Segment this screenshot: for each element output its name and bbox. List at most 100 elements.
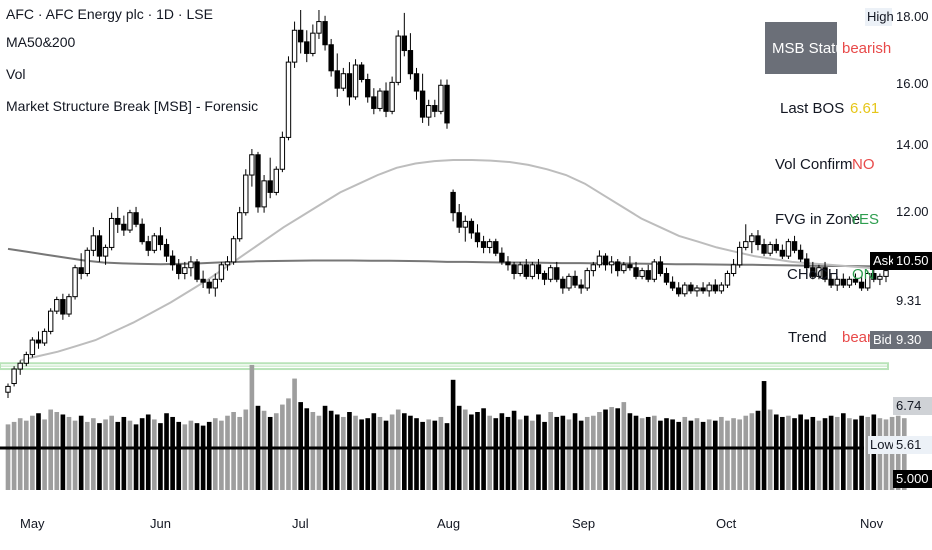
candle-body xyxy=(450,191,456,214)
candle-body xyxy=(371,96,377,109)
volume-bar xyxy=(664,418,669,490)
volume-bar xyxy=(414,418,419,490)
candle-body xyxy=(121,223,127,231)
indicator-vol-label[interactable]: Vol xyxy=(6,66,26,82)
volume-bar xyxy=(23,420,29,490)
msb-status-header xyxy=(765,22,837,74)
volume-bar xyxy=(780,416,785,490)
candle-body xyxy=(694,287,700,292)
x-tick-nov: Nov xyxy=(860,516,884,531)
candle-body xyxy=(145,241,151,251)
volume-bar xyxy=(97,423,102,490)
volume-bar xyxy=(219,420,224,490)
volume-bar xyxy=(469,414,474,490)
volume-bar xyxy=(347,412,352,490)
volume-bar xyxy=(828,415,834,490)
bid-tag: Bid xyxy=(870,331,895,349)
candle-body xyxy=(383,90,389,112)
candle-body xyxy=(816,267,822,277)
candle-body xyxy=(797,249,804,260)
bid-value: 9.30 xyxy=(893,331,932,349)
candle-body xyxy=(340,73,347,89)
candle-body xyxy=(468,220,475,234)
candle-body xyxy=(163,244,170,257)
ask-value: 10.50 xyxy=(893,252,932,270)
candle-body xyxy=(188,261,194,269)
candle-body xyxy=(566,275,572,289)
candle-body xyxy=(243,174,249,214)
volume-bar xyxy=(731,418,736,490)
volume-bar xyxy=(188,420,194,490)
x-tick-jul: Jul xyxy=(292,516,309,531)
candle-body xyxy=(840,278,847,286)
vol-confirm-label: Vol Confirm xyxy=(775,156,853,173)
volume-bar xyxy=(328,410,334,490)
volume-value-tag: 5.000 xyxy=(893,470,932,488)
volume-bar xyxy=(54,412,60,490)
volume-bar xyxy=(36,413,41,490)
candle-body xyxy=(615,261,621,272)
volume-bar xyxy=(72,420,78,490)
price-label-12: 12.00 xyxy=(896,204,929,219)
candle-body xyxy=(432,105,438,112)
candle-body xyxy=(456,212,462,228)
last-bos-value: 6.61 xyxy=(850,100,880,117)
volume-bar xyxy=(298,402,303,490)
candle-body xyxy=(846,278,853,286)
ask-tag: Ask xyxy=(870,252,895,270)
candle-body xyxy=(285,61,292,138)
volume-bar xyxy=(505,416,511,490)
volume-bar xyxy=(597,412,602,490)
candle-body xyxy=(60,299,66,315)
choch-label: CHoCH xyxy=(787,266,839,283)
price-label-16: 16.00 xyxy=(896,76,929,91)
volume-bar xyxy=(566,419,572,490)
volume-bar xyxy=(170,416,175,490)
candle-body xyxy=(871,272,877,280)
candle-body xyxy=(413,73,420,92)
volume-bar xyxy=(676,421,682,490)
volume-bar xyxy=(66,416,72,490)
volume-bar xyxy=(78,415,84,490)
candle-body xyxy=(852,278,859,283)
candle-body xyxy=(438,84,444,112)
candle-body xyxy=(35,339,42,344)
candle-body xyxy=(657,261,664,274)
volume-bar xyxy=(694,418,700,490)
indicator-msb-label[interactable]: Market Structure Break [MSB] - Forensic xyxy=(6,98,259,114)
symbol-title[interactable]: AFC · AFC Energy plc · 1D · LSE xyxy=(6,6,213,22)
candle-body xyxy=(47,310,54,332)
candle-body xyxy=(858,281,865,289)
volume-bar xyxy=(11,421,17,490)
volume-bar xyxy=(560,415,566,490)
candle-body xyxy=(663,272,670,283)
candle-body xyxy=(157,235,164,246)
volume-bar xyxy=(243,409,249,490)
candle-body xyxy=(706,284,712,292)
candle-body xyxy=(365,78,371,98)
volume-bar xyxy=(310,412,316,490)
candle-body xyxy=(389,81,395,112)
volume-bar xyxy=(164,413,169,490)
volume-bar xyxy=(475,412,480,490)
volume-bar xyxy=(511,410,517,490)
candle-body xyxy=(523,264,529,277)
candle-body xyxy=(462,220,468,228)
volume-bar xyxy=(901,418,907,490)
volume-bar xyxy=(152,419,157,490)
volume-bar xyxy=(651,415,657,490)
candle-body xyxy=(444,84,450,124)
candle-body xyxy=(54,299,60,312)
volume-bar xyxy=(353,415,358,490)
candle-body xyxy=(127,212,133,231)
volume-bar xyxy=(645,416,651,490)
volume-bar xyxy=(115,421,121,490)
volume-bar xyxy=(670,419,675,490)
volume-bar xyxy=(841,413,846,490)
indicator-ma-label[interactable]: MA50&200 xyxy=(6,34,76,50)
volume-bar xyxy=(127,420,133,490)
volume-bar xyxy=(292,378,297,490)
candle-body xyxy=(395,35,401,83)
volume-bar xyxy=(158,423,163,490)
